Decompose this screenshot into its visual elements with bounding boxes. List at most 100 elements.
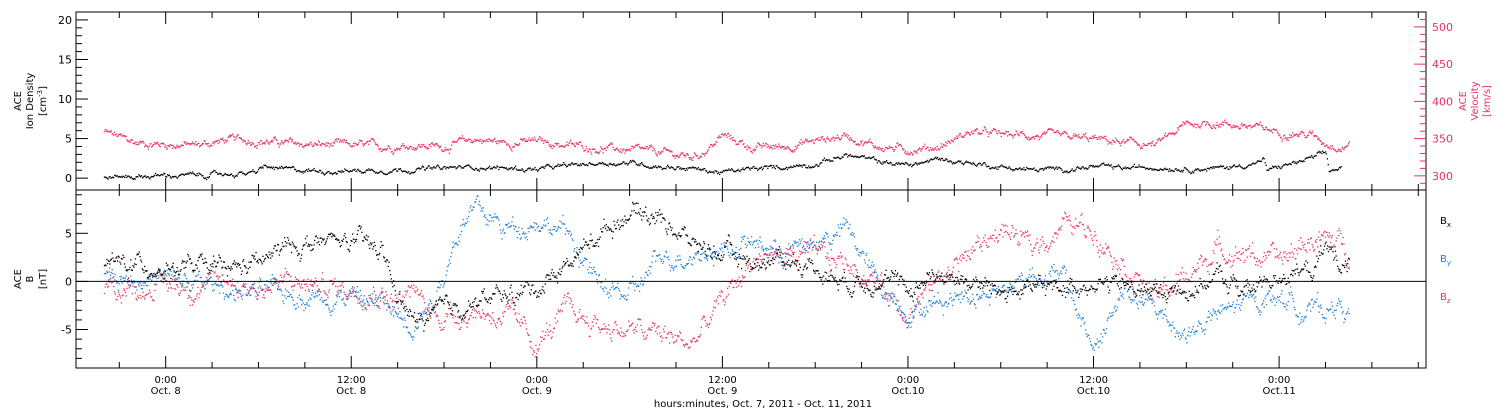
bz-point [911, 310, 914, 313]
bz-point [704, 319, 706, 322]
velocity-point [1140, 146, 1142, 149]
velocity-point [506, 143, 508, 145]
velocity-point [452, 141, 454, 143]
bz-point [227, 283, 229, 286]
bz-point [1119, 273, 1121, 275]
density-point [938, 158, 940, 161]
bz-point [1220, 249, 1222, 252]
bz-point [247, 293, 249, 295]
density-point [209, 173, 211, 175]
density-point [638, 163, 640, 165]
density-point [793, 165, 795, 167]
velocity-point [141, 140, 143, 142]
velocity-point [1186, 121, 1188, 123]
velocity-point [407, 148, 409, 150]
bz-point [1126, 276, 1128, 278]
velocity-point [1113, 141, 1115, 143]
velocity-point [679, 154, 682, 156]
bz-point [550, 337, 552, 339]
density-point [1228, 168, 1230, 171]
density-point [356, 170, 358, 172]
density-point [321, 171, 324, 173]
velocity-point [1289, 136, 1292, 139]
bz-point [961, 253, 963, 255]
bz-point [931, 284, 933, 286]
density-point [1212, 166, 1214, 168]
bz-point [427, 308, 429, 310]
velocity-point [598, 152, 600, 154]
by-point [377, 297, 379, 299]
velocity-point [395, 149, 397, 151]
velocity-point [1075, 134, 1077, 136]
bz-point [389, 306, 391, 308]
bz-point [1309, 249, 1311, 251]
density-point [244, 174, 247, 176]
velocity-point [824, 140, 826, 142]
velocity-point [230, 134, 232, 137]
bz-point [601, 328, 604, 331]
bz-point [1068, 219, 1070, 221]
bz-point [1071, 226, 1074, 228]
velocity-point [1193, 126, 1195, 128]
velocity-point [1182, 121, 1184, 123]
density-point [1336, 169, 1339, 171]
velocity-point [1142, 145, 1144, 147]
velocity-point [1095, 137, 1097, 139]
bz-point [1031, 254, 1033, 257]
by-point [252, 284, 254, 286]
density-point [158, 175, 160, 177]
by-point [328, 307, 330, 309]
density-point [606, 164, 608, 166]
velocity-point [1301, 130, 1303, 133]
velocity-point [823, 138, 825, 140]
density-point [698, 168, 700, 171]
bz-point [468, 318, 471, 320]
density-point [867, 157, 869, 159]
bz-point [972, 250, 975, 252]
velocity-point [788, 148, 791, 150]
density-point [1045, 168, 1047, 170]
density-point [378, 172, 380, 174]
bz-point [266, 289, 268, 291]
density-point [1124, 166, 1126, 168]
velocity-point [1296, 135, 1299, 137]
velocity-point [723, 133, 726, 135]
bz-point [994, 229, 996, 231]
velocity-point [1337, 148, 1340, 150]
bz-point [1006, 232, 1009, 234]
bz-point [1020, 230, 1022, 232]
velocity-point [646, 146, 648, 148]
bz-point [780, 250, 782, 252]
velocity-point [650, 144, 652, 146]
velocity-point [909, 153, 911, 155]
density-point [779, 168, 781, 170]
bz-point [744, 269, 747, 272]
density-point [915, 162, 917, 164]
bz-point [1262, 261, 1264, 263]
bz-point [1333, 244, 1335, 246]
density-point [818, 165, 820, 167]
bz-point [850, 269, 852, 271]
bz-point [1209, 264, 1211, 266]
density-point [447, 166, 449, 169]
velocity-point [519, 142, 521, 144]
velocity-point [744, 146, 747, 148]
density-point [1079, 168, 1082, 170]
density-point [1237, 165, 1239, 167]
density-point [474, 169, 476, 171]
bz-point [636, 324, 638, 326]
velocity-point [985, 128, 987, 131]
density-point [1012, 170, 1014, 172]
bz-point [484, 318, 486, 320]
velocity-point [754, 150, 756, 152]
density-point [290, 167, 292, 169]
bz-point [1096, 246, 1098, 248]
velocity-point [1260, 124, 1262, 127]
bz-point [609, 333, 611, 335]
velocity-point [219, 141, 221, 143]
density-point [559, 164, 561, 166]
velocity-point [1230, 126, 1232, 128]
velocity-point [967, 132, 969, 134]
velocity-point [1076, 135, 1078, 137]
velocity-point [996, 132, 998, 134]
